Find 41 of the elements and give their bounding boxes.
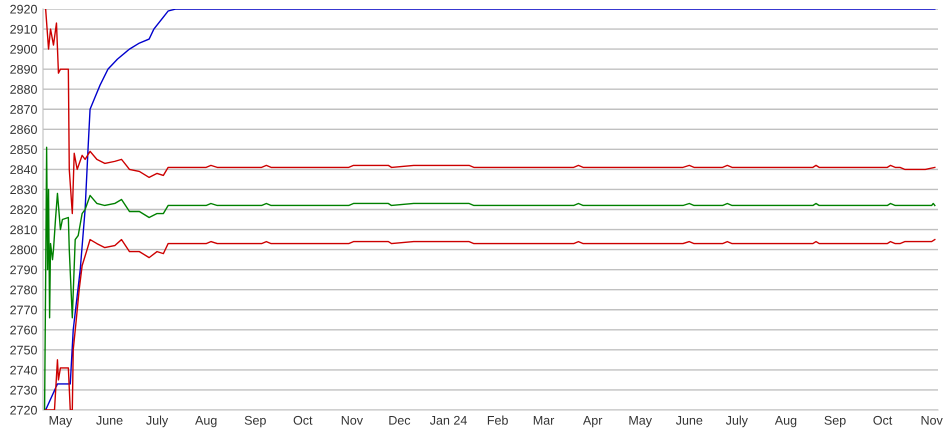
x-tick-label: Sep [824,416,846,428]
x-tick-label: Apr [582,416,602,428]
x-tick-label: Aug [774,416,796,428]
y-tick-label: 2920 [10,4,37,14]
x-tick-label: July [146,416,168,428]
x-tick-label: June [676,416,702,425]
y-tick-label: 2860 [10,125,37,134]
y-tick-label: 2830 [10,185,37,194]
x-tick-label: Dec [389,416,410,425]
x-tick-label: May [629,416,652,428]
y-tick-label: 2790 [10,265,37,274]
x-tick-label: June [96,416,123,425]
x-tick-label: Mar [534,416,554,425]
y-tick-label: 2890 [10,64,37,74]
y-tick-label: 2750 [10,346,37,354]
y-tick-label: 2820 [10,205,37,214]
x-tick-label: Aug [195,416,216,428]
line-series [44,9,936,410]
x-tick-label: Oct [294,416,312,425]
x-tick-label: May [50,416,72,428]
x-tick-label: Jan 24 [430,416,467,425]
y-tick-label: 2730 [10,386,37,395]
y-tick-label: 2800 [10,245,37,254]
y-tick-label: 2810 [10,225,37,234]
y-tick-label: 2870 [10,105,37,114]
x-tick-label: Nov [342,416,363,425]
x-tick-label: Sep [244,416,266,428]
y-tick-label: 2740 [10,366,37,375]
x-tick-label: Nov [922,416,943,425]
y-tick-label: 2880 [10,85,37,94]
y-tick-label: 2720 [10,406,37,415]
y-tick-label: 2770 [10,306,37,314]
x-tick-label: July [726,416,748,428]
y-tick-label: 2780 [10,286,37,294]
x-tick-label: Feb [488,416,508,425]
y-tick-label: 2850 [10,145,37,154]
y-tick-label: 2760 [10,326,37,334]
y-tick-label: 2900 [10,44,37,54]
y-tick-label: 2910 [10,24,37,34]
x-tick-label: Oct [873,416,892,425]
y-tick-label: 2840 [10,165,37,174]
